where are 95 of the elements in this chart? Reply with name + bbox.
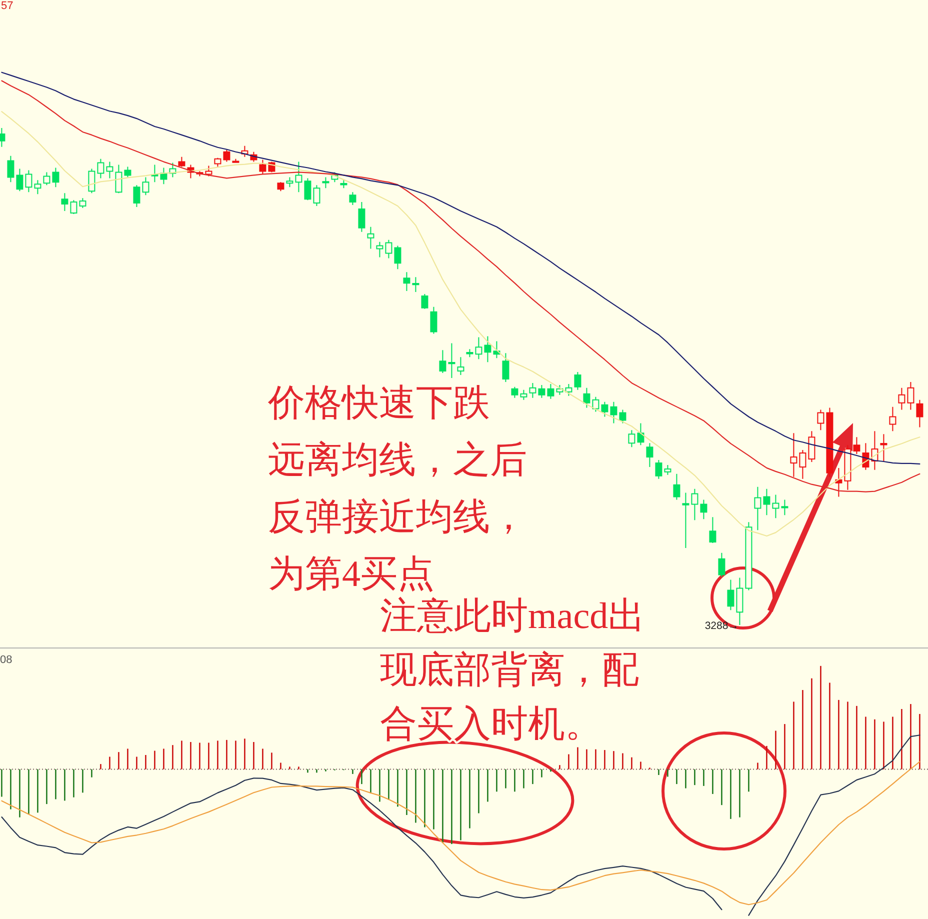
candlestick — [619, 409, 626, 424]
candlestick — [880, 434, 888, 462]
candlestick — [313, 184, 320, 207]
candlestick — [349, 192, 356, 206]
candlestick — [277, 182, 284, 192]
candlestick — [736, 577, 744, 626]
candlestick — [304, 178, 312, 201]
candlestick — [439, 350, 446, 374]
annotation: 08 — [0, 654, 12, 666]
candlestick — [898, 387, 906, 410]
candlestick — [691, 488, 698, 521]
candlestick — [115, 164, 122, 194]
candlestick — [574, 372, 582, 390]
candlestick — [133, 184, 140, 208]
candlestick — [421, 294, 428, 310]
candlestick — [529, 382, 536, 398]
candlestick — [835, 467, 842, 498]
candlestick — [97, 158, 104, 179]
candlestick — [844, 444, 852, 490]
candlestick — [664, 464, 672, 476]
candlestick — [25, 170, 32, 193]
candlestick — [583, 387, 590, 408]
candlestick — [673, 473, 680, 500]
candlestick — [538, 384, 546, 398]
candlestick — [367, 226, 374, 250]
candlestick — [205, 165, 212, 177]
candlestick — [817, 409, 824, 431]
candlestick — [16, 168, 24, 192]
candlestick — [907, 381, 914, 410]
candlestick — [466, 348, 474, 358]
candlestick — [322, 176, 330, 189]
candlestick — [754, 486, 762, 531]
candlestick — [385, 239, 392, 259]
candlestick — [412, 276, 420, 293]
candlestick — [34, 180, 42, 195]
annotation: 注意此时macd出现底部背离，配合买入时机。 — [380, 596, 646, 745]
candlestick — [763, 488, 770, 516]
candlestick — [286, 176, 294, 188]
candlestick — [502, 352, 510, 382]
candlestick — [457, 356, 464, 376]
candlestick — [358, 202, 366, 232]
candlestick — [448, 342, 456, 378]
candlestick — [493, 340, 500, 359]
candlestick — [376, 241, 384, 258]
candlestick — [106, 161, 114, 179]
candlestick — [790, 432, 798, 478]
candlestick — [475, 336, 482, 360]
candlestick — [916, 399, 924, 428]
candlestick — [592, 396, 600, 412]
candlestick — [547, 383, 554, 400]
candlestick — [889, 406, 896, 432]
candlestick — [853, 436, 860, 455]
candlestick — [79, 198, 86, 209]
candlestick — [124, 166, 132, 178]
candlestick — [637, 422, 644, 446]
candlestick — [340, 180, 348, 189]
candlestick — [214, 157, 222, 168]
candlestick — [484, 336, 492, 363]
candlestick — [295, 161, 302, 193]
candlestick — [394, 245, 402, 270]
candlestick — [142, 176, 150, 196]
text: 57 — [1, 0, 14, 12]
candlestick — [799, 450, 806, 480]
candlestick — [781, 499, 788, 516]
candlestick — [709, 516, 716, 544]
candlestick — [772, 494, 780, 519]
candlestick — [88, 168, 96, 194]
candlestick — [259, 159, 266, 175]
candlestick — [565, 383, 572, 396]
candlestick — [61, 192, 68, 212]
candlestick — [151, 164, 158, 183]
candlestick — [7, 155, 14, 183]
candlestick — [52, 167, 60, 188]
candlestick — [403, 272, 410, 292]
candlestick — [70, 200, 78, 214]
candlestick — [223, 149, 230, 162]
candlestick — [646, 442, 654, 468]
candlestick — [43, 172, 50, 186]
candlestick — [808, 430, 816, 462]
candlestick — [511, 386, 518, 398]
candlestick — [700, 499, 708, 520]
annotation: 价格快速下跌远离均线，之后反弹接近均线，为第4买点 — [267, 383, 527, 595]
candlestick — [610, 401, 618, 424]
candlestick — [628, 430, 636, 448]
candlestick — [826, 407, 834, 478]
candlestick — [178, 156, 186, 168]
candlestick — [682, 492, 690, 548]
candlestick — [655, 459, 662, 480]
candlestick — [520, 389, 528, 400]
candlestick — [718, 552, 726, 578]
candlestick — [430, 306, 438, 334]
candlestick — [727, 579, 734, 611]
candlestick — [745, 522, 752, 591]
candlestick — [601, 401, 608, 418]
candlestick — [232, 158, 240, 164]
